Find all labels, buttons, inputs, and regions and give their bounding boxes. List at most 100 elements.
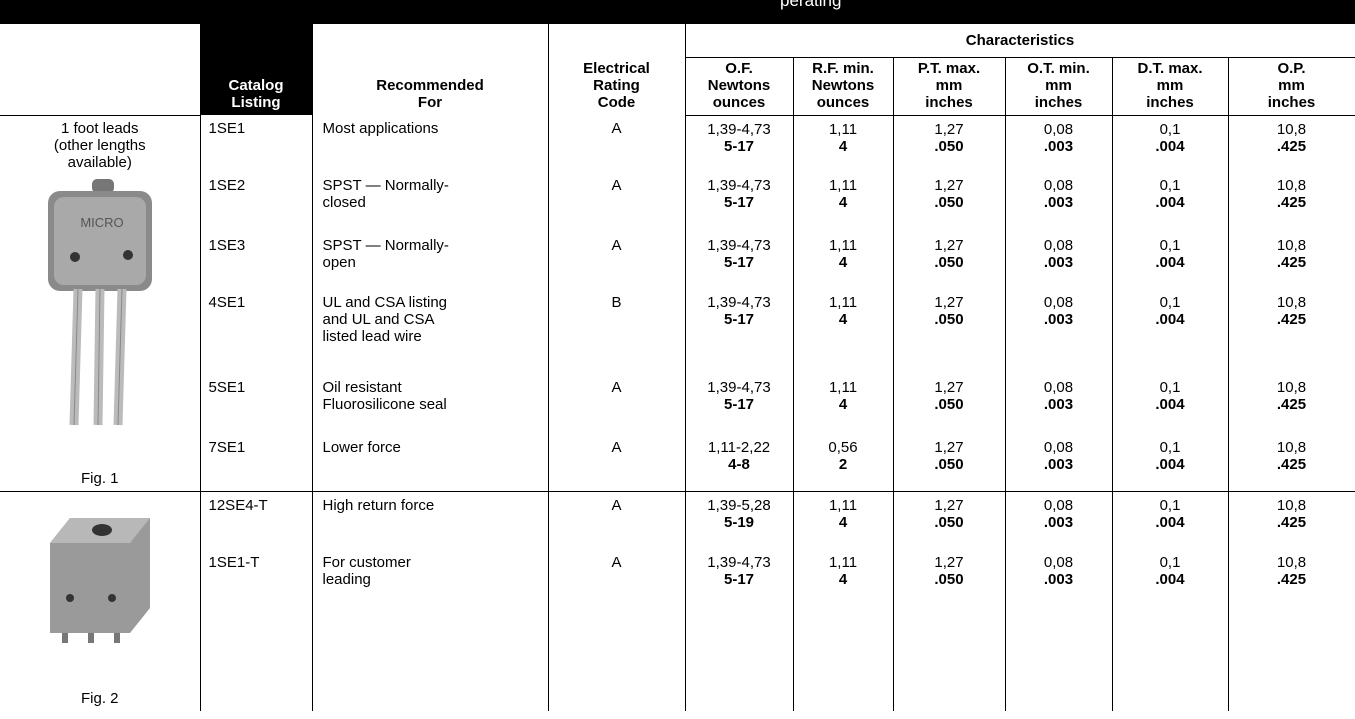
text-line: Fluorosilicone seal [322, 396, 447, 413]
rating-cell: A [547, 172, 686, 232]
value-cell: 1,39-4,73 5-17 [684, 374, 794, 434]
catalog-cell: 4SE1 [199, 289, 313, 374]
rating-cell: A [547, 549, 686, 711]
text-line: .003 [1043, 254, 1074, 271]
value-cell: 1,11-2,22 4-8 [684, 434, 794, 492]
value-cell: 1,39-4,73 5-17 [684, 232, 794, 289]
text-line: 4 [838, 137, 848, 155]
text-line: ounces [816, 93, 870, 111]
text-line: R.F. min. [812, 59, 874, 77]
value-cell: 0,1.004 [1111, 232, 1229, 289]
value-cell: 0,56 2 [792, 434, 894, 492]
header-row: O.F. Newtons ounces R.F. min. Newtons ounces P… [0, 57, 1355, 116]
text-line: 4 [838, 194, 848, 211]
value-cell: 1,39-5,28 5-19 [684, 491, 794, 549]
text-line: 0,08 [1043, 554, 1074, 571]
text-line: mm [935, 76, 963, 94]
text-line: 5-17 [723, 311, 755, 328]
text-line: .425 [1276, 311, 1307, 328]
text-line: Newtons [811, 76, 875, 94]
text-line: (other lengths [53, 136, 146, 154]
top-bar: perating [0, 0, 1355, 24]
switch-image: MICRO [47, 178, 152, 425]
value-cell: 1,39-4,73 5-17 [684, 289, 794, 374]
text-line: .003 [1043, 311, 1074, 328]
text-line: open [322, 254, 356, 271]
value-cell: 0,1.004 [1111, 549, 1229, 711]
header-row: Catalog Listing Recommended For Electrical Ra… [0, 24, 1355, 116]
text-line: 4-8 [728, 456, 750, 473]
text-line: 5-17 [723, 571, 755, 588]
text-line: 1,27 [934, 237, 964, 254]
text-line: Most applications [322, 120, 439, 137]
catalog-cell: 1SE1-T [199, 549, 313, 711]
column-header: Catalog Listing [199, 24, 313, 115]
text-line: mm [1045, 76, 1072, 94]
text-line: 1,11 [828, 554, 858, 571]
text-line: 1,27 [934, 294, 964, 311]
data-row: 1SE2 SPST — Normally-closed A 1,39-4,73 5-17… [0, 172, 1355, 232]
value-cell: 10,8.425 [1227, 289, 1355, 374]
text-line: .003 [1043, 137, 1074, 155]
text-line: 10,8 [1276, 177, 1307, 194]
value-cell: 1,27.050 [892, 549, 1006, 711]
text-line: 1,39-4,73 [707, 237, 771, 254]
data-row: 1SE1-T For customer leading A 1,39-4,73 5-17 1… [0, 549, 1355, 711]
value-cell: 10,8.425 [1227, 115, 1355, 172]
value-cell: 0,08.003 [1004, 172, 1113, 232]
text-line: mm [1156, 76, 1184, 94]
text-line: .425 [1276, 513, 1307, 531]
text-line: 1,39-4,73 [707, 554, 771, 571]
text-line: leading [322, 571, 371, 588]
text-line: O.P. [1277, 59, 1306, 77]
text-line: 1,39-4,73 [707, 120, 771, 138]
value-cell: 0,1.004 [1111, 374, 1229, 434]
value-cell: 0,1.004 [1111, 434, 1229, 492]
text-line: 1 foot leads [60, 119, 139, 137]
text-line: For customer [322, 554, 411, 571]
text-line: 0,08 [1043, 120, 1074, 138]
value-cell: 0,1.004 [1111, 115, 1229, 172]
text-line: inches [1267, 93, 1316, 111]
text-line: 1,27 [934, 554, 964, 571]
text-line: 1,27 [934, 379, 964, 396]
text-line: Code [597, 94, 636, 111]
text-line: 0,1 [1159, 237, 1181, 254]
catalog-table: Catalog Listing Recommended For Electrical Ra… [0, 24, 1355, 711]
text-line: O.T. min. [1027, 59, 1090, 77]
figure-image: MICRO [0, 177, 199, 431]
text-line: inches [925, 93, 973, 111]
catalog-cell: 7SE1 [199, 434, 313, 492]
text-line: Electrical [583, 60, 650, 77]
text-line: 1,11 [828, 177, 858, 194]
text-line: .050 [934, 254, 964, 271]
text-line: 1,27 [934, 120, 964, 138]
column-header: O.F. Newtons ounces [684, 57, 794, 116]
header-cell [0, 24, 201, 116]
recommended-cell: High return force [311, 491, 549, 549]
text-line: .004 [1155, 513, 1185, 531]
text-line: 0,1 [1159, 177, 1181, 194]
text-line: 0,1 [1159, 439, 1181, 456]
text-line: .003 [1043, 571, 1074, 588]
text-line: 10,8 [1276, 294, 1307, 311]
value-cell: 1,27.050 [892, 491, 1006, 549]
text-line: .004 [1155, 571, 1185, 588]
text-line: 4 [838, 254, 848, 271]
text-line: 10,8 [1276, 496, 1307, 514]
text-line: 0,1 [1159, 496, 1181, 514]
text-line: 1,27 [934, 177, 964, 194]
text-line: .003 [1043, 513, 1074, 531]
value-cell: 1,11 4 [792, 232, 894, 289]
header-title: perating [780, 0, 842, 10]
text-line: High return force [322, 496, 435, 514]
text-line: listed lead wire [322, 328, 422, 345]
value-cell: 10,8.425 [1227, 549, 1355, 711]
text-line: Recommended [376, 77, 484, 94]
text-line: 10,8 [1276, 554, 1307, 571]
value-cell: 0,08.003 [1004, 232, 1113, 289]
column-header: O.T. min. mm inches [1004, 57, 1113, 116]
text-line: .004 [1155, 396, 1185, 413]
text-line: 4 [838, 311, 848, 328]
value-cell: 0,1.004 [1111, 289, 1229, 374]
